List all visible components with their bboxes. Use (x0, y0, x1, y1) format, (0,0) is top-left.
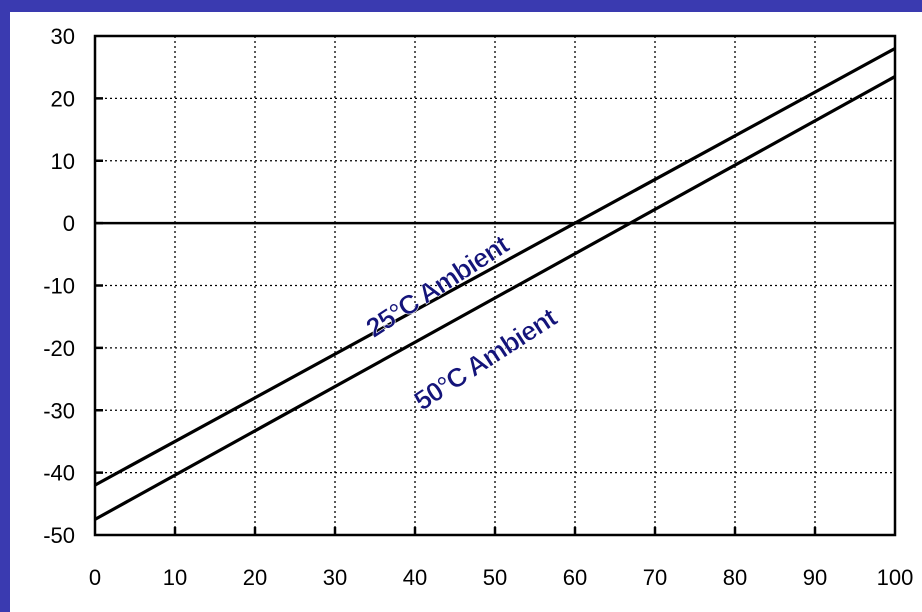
x-tick-label: 0 (89, 565, 101, 590)
x-tick-label: 70 (643, 565, 667, 590)
y-tick-label: 10 (51, 149, 75, 174)
chart-frame: 30 20 10 0 -10 -20 -30 -40 -50 0 10 20 30 40 50 60 70 80… (10, 12, 922, 612)
y-tick-label: -30 (43, 398, 75, 423)
x-tick-label: 80 (723, 565, 747, 590)
x-tick-label: 100 (877, 565, 914, 590)
y-tick-label: -40 (43, 461, 75, 486)
annotation-25c: 25°C Ambient (361, 229, 515, 343)
x-tick-label: 10 (163, 565, 187, 590)
plot-border (93, 34, 897, 537)
y-tick-labels: 30 20 10 0 -10 -20 -30 -40 -50 (43, 24, 75, 548)
x-tick-labels: 0 10 20 30 40 50 60 70 80 90 100 (89, 565, 913, 590)
series-line-25c (94, 47, 896, 487)
annotation-50c: 50°C Ambient (409, 302, 563, 416)
x-tick-label: 40 (403, 565, 427, 590)
x-tick-label: 20 (243, 565, 267, 590)
x-tick-label: 50 (483, 565, 507, 590)
ticks (95, 97, 817, 535)
grid (95, 36, 895, 535)
y-tick-label: -10 (43, 274, 75, 299)
y-tick-label: -50 (43, 523, 75, 548)
y-tick-label: -20 (43, 336, 75, 361)
y-tick-label: 20 (51, 86, 75, 111)
series-line-50c (94, 75, 896, 521)
x-tick-label: 30 (323, 565, 347, 590)
x-tick-label: 90 (803, 565, 827, 590)
y-tick-label: 0 (63, 211, 75, 236)
x-tick-label: 60 (563, 565, 587, 590)
y-tick-label: 30 (51, 24, 75, 49)
series-lines (94, 47, 896, 521)
